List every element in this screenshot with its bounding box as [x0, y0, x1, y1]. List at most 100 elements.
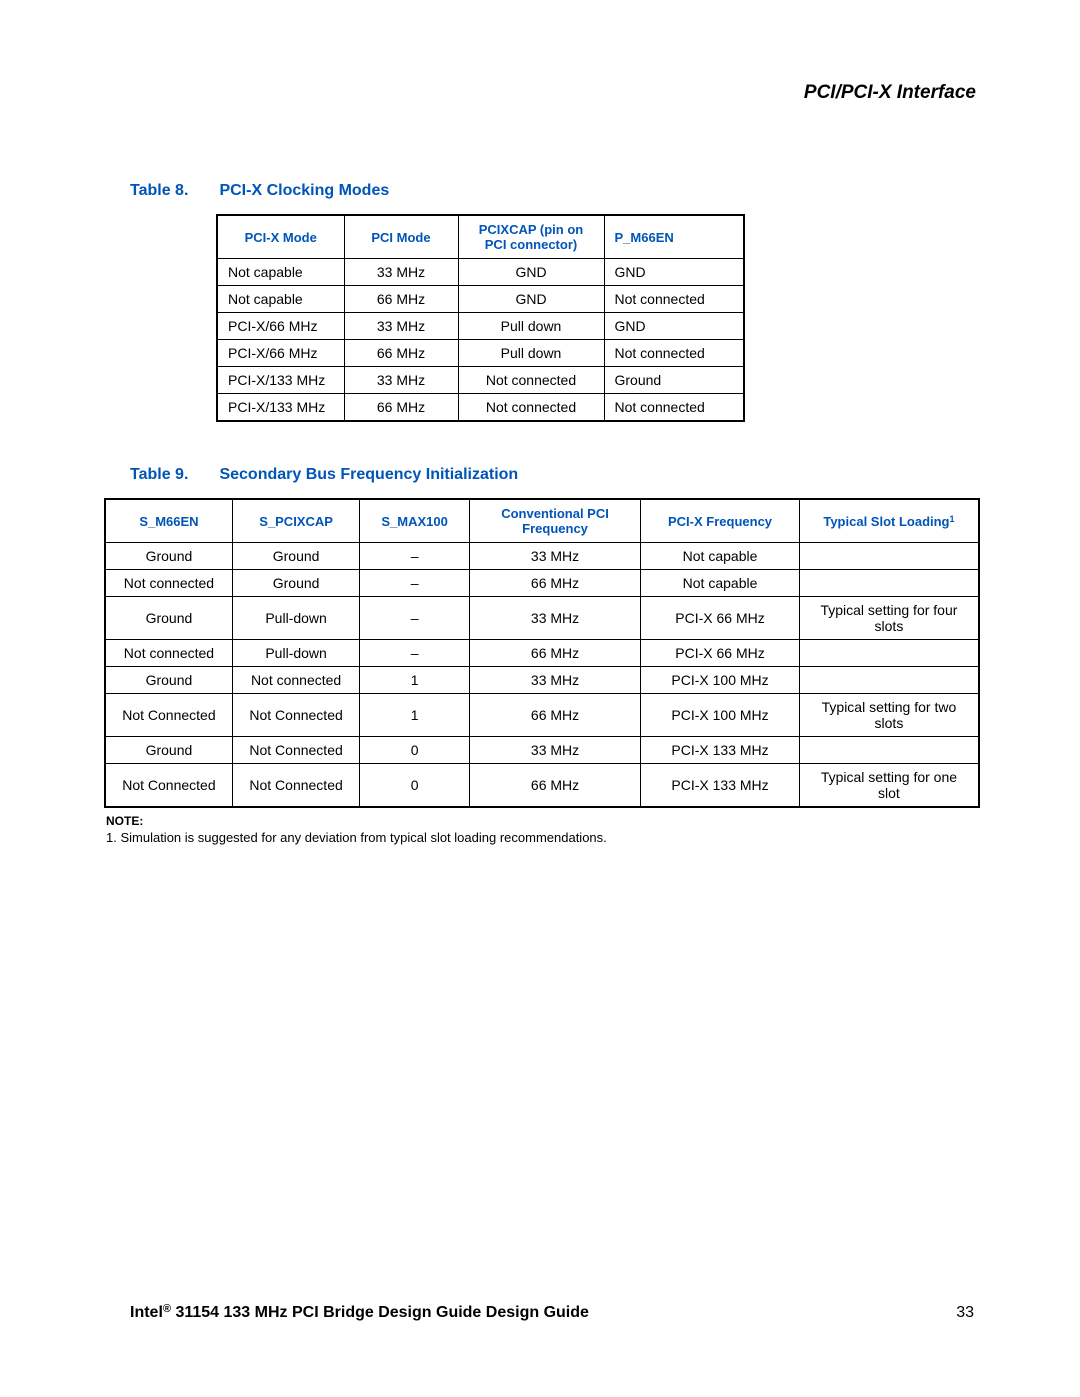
table9-header-text: Typical Slot Loading [823, 514, 949, 529]
table8: PCI-X Mode PCI Mode PCIXCAP (pin on PCI … [216, 214, 745, 422]
table8-cell: GND [604, 259, 744, 286]
table9-cell: Not connected [105, 640, 232, 667]
table8-cell: Not connected [458, 367, 604, 394]
registered-mark-icon: ® [163, 1303, 171, 1315]
table9-cell: PCI-X 133 MHz [641, 764, 800, 808]
table8-cell: 33 MHz [344, 313, 458, 340]
footer-brand: Intel [130, 1304, 163, 1321]
table8-cell: 66 MHz [344, 340, 458, 367]
table9-cell: Not Connected [105, 764, 232, 808]
table9-cell: 0 [360, 764, 470, 808]
table9-cell: Typical setting for one slot [799, 764, 979, 808]
page-footer: Intel® 31154 133 MHz PCI Bridge Design G… [130, 1304, 980, 1322]
table8-cell: 66 MHz [344, 394, 458, 422]
table8-cell: Not connected [604, 394, 744, 422]
table8-cell: PCI-X/66 MHz [217, 313, 344, 340]
table9-cell [799, 667, 979, 694]
table9-cell: Not Connected [105, 694, 232, 737]
table9-cell: – [360, 597, 470, 640]
table9-cell [799, 640, 979, 667]
table8-cell: PCI-X/133 MHz [217, 367, 344, 394]
table9-cell: 33 MHz [469, 737, 640, 764]
table9-cell: Ground [105, 543, 232, 570]
table9-cell [799, 570, 979, 597]
table8-caption: Table 8. PCI-X Clocking Modes [130, 182, 980, 200]
table9-cell: Not Connected [232, 764, 359, 808]
table8-header-cell: P_M66EN [604, 215, 744, 259]
table8-cell: GND [604, 313, 744, 340]
table9-caption: Table 9. Secondary Bus Frequency Initial… [130, 466, 980, 484]
table9-header-cell: Conventional PCI Frequency [469, 499, 640, 543]
table9-title: Secondary Bus Frequency Initialization [219, 466, 518, 483]
table9-cell: 33 MHz [469, 543, 640, 570]
table8-cell: Pull down [458, 313, 604, 340]
table9-header-cell: Typical Slot Loading1 [799, 499, 979, 543]
table8-title: PCI-X Clocking Modes [219, 182, 389, 199]
section-header: PCI/PCI-X Interface [130, 82, 980, 104]
table9-header-cell: S_MAX100 [360, 499, 470, 543]
table9-cell: 1 [360, 667, 470, 694]
table9-cell: 33 MHz [469, 597, 640, 640]
table9-cell: Pull-down [232, 597, 359, 640]
table9-cell: Not Connected [232, 694, 359, 737]
table9-cell: Ground [105, 737, 232, 764]
table9-cell: Typical setting for two slots [799, 694, 979, 737]
table9: S_M66EN S_PCIXCAP S_MAX100 Conventional … [104, 498, 980, 808]
table9-cell: Pull-down [232, 640, 359, 667]
table8-cell: Not connected [604, 286, 744, 313]
table9-cell: PCI-X 100 MHz [641, 667, 800, 694]
table9-cell: 1 [360, 694, 470, 737]
table9-cell: 33 MHz [469, 667, 640, 694]
table9-cell: Not connected [105, 570, 232, 597]
table8-cell: Not capable [217, 286, 344, 313]
table9-cell: 0 [360, 737, 470, 764]
footer-doc-title: 31154 133 MHz PCI Bridge Design Guide De… [171, 1304, 589, 1321]
footnote-ref: 1 [950, 514, 955, 524]
table9-cell: Ground [232, 570, 359, 597]
table8-cell: 66 MHz [344, 286, 458, 313]
table9-cell: Ground [105, 667, 232, 694]
table8-header-cell: PCI-X Mode [217, 215, 344, 259]
table8-cell: Ground [604, 367, 744, 394]
table8-cell: PCI-X/133 MHz [217, 394, 344, 422]
table8-header-cell: PCIXCAP (pin on PCI connector) [458, 215, 604, 259]
table8-cell: Not connected [458, 394, 604, 422]
table9-number: Table 9. [130, 466, 215, 484]
table9-cell: PCI-X 66 MHz [641, 640, 800, 667]
table9-cell [799, 543, 979, 570]
table9-cell: – [360, 570, 470, 597]
table9-cell: Typical setting for four slots [799, 597, 979, 640]
table8-cell: Pull down [458, 340, 604, 367]
table8-cell: GND [458, 259, 604, 286]
table8-cell: PCI-X/66 MHz [217, 340, 344, 367]
table8-cell: 33 MHz [344, 259, 458, 286]
table9-header-cell: S_M66EN [105, 499, 232, 543]
table9-cell: 66 MHz [469, 764, 640, 808]
table9-body: GroundGround–33 MHzNot capableNot connec… [105, 543, 979, 808]
table9-cell: – [360, 543, 470, 570]
table9-cell: PCI-X 133 MHz [641, 737, 800, 764]
table9-cell: Not Connected [232, 737, 359, 764]
table9-cell: Ground [105, 597, 232, 640]
table9-header-cell: PCI-X Frequency [641, 499, 800, 543]
footer-title: Intel® 31154 133 MHz PCI Bridge Design G… [130, 1304, 589, 1322]
table8-number: Table 8. [130, 182, 215, 200]
note-text: 1. Simulation is suggested for any devia… [106, 830, 980, 845]
table9-cell: 66 MHz [469, 640, 640, 667]
page-number: 33 [956, 1304, 980, 1322]
table9-cell: PCI-X 66 MHz [641, 597, 800, 640]
table9-cell: PCI-X 100 MHz [641, 694, 800, 737]
table9-cell: 66 MHz [469, 694, 640, 737]
table8-cell: Not connected [604, 340, 744, 367]
table9-cell: Ground [232, 543, 359, 570]
table9-cell: – [360, 640, 470, 667]
table8-header-cell: PCI Mode [344, 215, 458, 259]
table9-cell: Not capable [641, 543, 800, 570]
table8-cell: 33 MHz [344, 367, 458, 394]
table9-cell: 66 MHz [469, 570, 640, 597]
table8-body: Not capable33 MHzGNDGNDNot capable66 MHz… [217, 259, 744, 422]
table8-cell: GND [458, 286, 604, 313]
note-label: NOTE: [106, 814, 980, 828]
table9-cell: Not connected [232, 667, 359, 694]
table8-cell: Not capable [217, 259, 344, 286]
